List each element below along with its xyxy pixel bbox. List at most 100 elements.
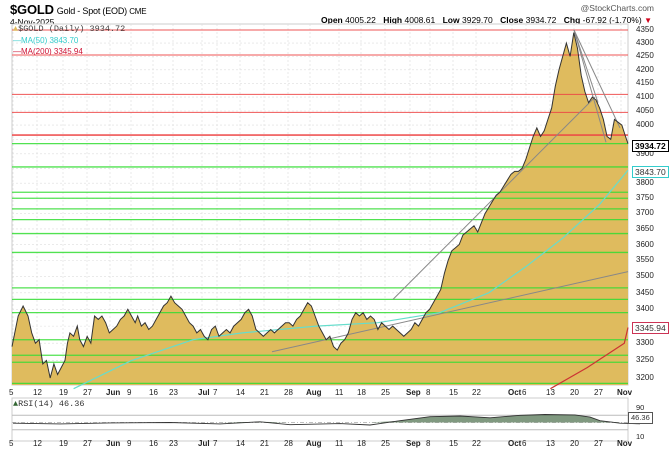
x-tick-label: Jun xyxy=(106,388,121,397)
y-tick-label: 3600 xyxy=(636,239,654,249)
x-tick-label: Jun xyxy=(106,439,121,448)
y-tick-label: 3700 xyxy=(636,208,654,218)
chart-date: 4-Nov-2025 xyxy=(10,17,55,27)
x-tick-label: Aug xyxy=(306,439,322,448)
chart-legend: ▲$GOLD (Daily) 3934.72 —MA(50) 3843.70 —… xyxy=(13,24,125,57)
x-tick-label: 19 xyxy=(59,388,68,397)
y-tick-label: 3500 xyxy=(636,271,654,281)
fan-line-1 xyxy=(573,29,621,129)
y-tick-label: 3900 xyxy=(636,148,654,158)
y-tick-label: 4300 xyxy=(636,38,654,48)
rsi-legend: ▲RSI(14) 46.36 xyxy=(13,399,85,409)
x-tick-label: 5 xyxy=(9,439,14,448)
y-tick-label: 3400 xyxy=(636,304,654,314)
legend-ma200: —MA(200) 3345.94 xyxy=(13,47,83,56)
rsi-tick-label: 90 xyxy=(636,403,645,412)
y-tick-label: 3450 xyxy=(636,287,654,297)
brand-watermark: @StockCharts.com xyxy=(580,3,654,13)
x-tick-label: Sep xyxy=(406,439,421,448)
x-tick-label: Nov xyxy=(617,439,633,448)
rsi-tag: 46.36 xyxy=(628,412,653,424)
x-tick-label: 15 xyxy=(449,388,458,397)
x-tick-label: 9 xyxy=(127,388,132,397)
x-tick-label: 20 xyxy=(570,388,579,397)
ma200-tag: 3345.94 xyxy=(632,322,669,334)
x-tick-label: 7 xyxy=(213,439,218,448)
x-tick-label: 28 xyxy=(284,439,293,448)
x-tick-label: 14 xyxy=(236,388,245,397)
x-tick-label: Jul xyxy=(198,388,210,397)
x-tick-label: 6 xyxy=(522,388,527,397)
x-tick-label: Aug xyxy=(306,388,322,397)
x-tick-label: 13 xyxy=(546,388,555,397)
x-tick-label: 27 xyxy=(594,439,603,448)
ma200-line xyxy=(550,328,628,389)
x-tick-label: 14 xyxy=(236,439,245,448)
x-tick-label: Nov xyxy=(617,388,633,397)
x-tick-label: 23 xyxy=(169,439,178,448)
x-tick-label: 12 xyxy=(33,439,42,448)
x-tick-label: 18 xyxy=(357,388,366,397)
x-tick-label: Oct xyxy=(508,388,522,397)
down-triangle-icon: ▼ xyxy=(644,16,652,25)
x-tick-label: 7 xyxy=(213,388,218,397)
y-tick-label: 3650 xyxy=(636,223,654,233)
y-tick-label: 3550 xyxy=(636,255,654,265)
y-tick-label: 4350 xyxy=(636,25,654,34)
legend-ma50: —MA(50) 3843.70 xyxy=(13,36,79,45)
y-tick-label: 4250 xyxy=(636,51,654,61)
x-tick-label: 11 xyxy=(335,439,344,448)
x-tick-label: 21 xyxy=(260,439,269,448)
x-tick-label: 22 xyxy=(472,439,481,448)
y-tick-label: 4050 xyxy=(636,106,654,115)
x-tick-label: 20 xyxy=(570,439,579,448)
x-tick-label: Jul xyxy=(198,439,210,448)
x-tick-label: 13 xyxy=(546,439,555,448)
y-tick-label: 4000 xyxy=(636,120,654,130)
y-tick-label: 3250 xyxy=(636,355,654,365)
y-tick-label: 4200 xyxy=(636,64,654,74)
legend-price: ▲$GOLD (Daily) 3934.72 xyxy=(13,24,126,34)
x-tick-label: 28 xyxy=(284,388,293,397)
y-tick-label: 3200 xyxy=(636,373,654,383)
rsi-tick-label: 10 xyxy=(636,432,645,441)
area-icon: ▲ xyxy=(13,24,19,34)
x-tick-label: 19 xyxy=(59,439,68,448)
ohlc-summary: Open 4005.22 High 4008.61 Low 3929.70 Cl… xyxy=(321,15,652,25)
x-tick-label: 27 xyxy=(594,388,603,397)
x-tick-label: 6 xyxy=(522,439,527,448)
x-tick-label: 12 xyxy=(33,388,42,397)
x-tick-label: 27 xyxy=(83,439,92,448)
y-tick-label: 4100 xyxy=(636,92,654,102)
x-tick-label: 16 xyxy=(149,439,158,448)
chart-title: $GOLD Gold - Spot (EOD) CME xyxy=(10,2,147,17)
y-tick-label: 3800 xyxy=(636,178,654,188)
close-price-tag: 3934.72 xyxy=(632,140,669,152)
y-tick-label: 4150 xyxy=(636,78,654,88)
price-line xyxy=(12,33,628,378)
x-tick-label: 15 xyxy=(449,439,458,448)
x-tick-label: 16 xyxy=(149,388,158,397)
x-tick-label: 25 xyxy=(381,439,390,448)
fan-line-2 xyxy=(573,29,607,143)
fan-line-3 xyxy=(573,29,599,103)
x-tick-label: 23 xyxy=(169,388,178,397)
x-tick-label: 21 xyxy=(260,388,269,397)
x-tick-label: 8 xyxy=(426,439,431,448)
x-tick-label: Sep xyxy=(406,388,421,397)
x-tick-label: 18 xyxy=(357,439,366,448)
x-tick-label: 25 xyxy=(381,388,390,397)
x-tick-label: 9 xyxy=(127,439,132,448)
x-tick-label: 8 xyxy=(426,388,431,397)
y-tick-label: 3300 xyxy=(636,338,654,348)
price-area xyxy=(12,32,628,385)
x-tick-label: 27 xyxy=(83,388,92,397)
trendline-lower xyxy=(271,271,629,353)
x-tick-label: 22 xyxy=(472,388,481,397)
y-tick-label: 3750 xyxy=(636,193,654,203)
rsi-icon: ▲ xyxy=(13,399,19,409)
x-tick-label: 5 xyxy=(9,388,14,397)
x-tick-label: Oct xyxy=(508,439,522,448)
x-tick-label: 11 xyxy=(335,388,344,397)
